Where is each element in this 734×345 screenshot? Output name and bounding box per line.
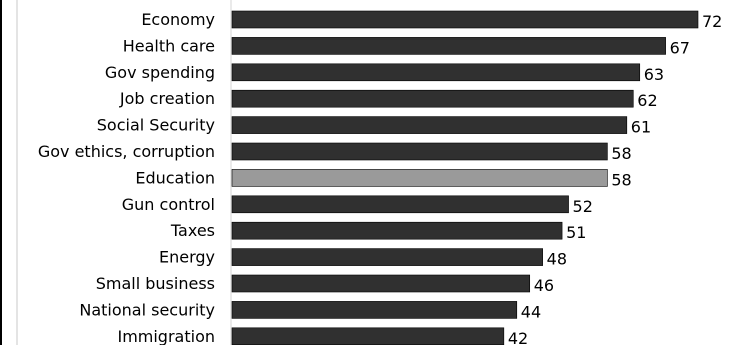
value-label-immigration: 42	[508, 329, 528, 345]
bar-small-business	[231, 274, 531, 293]
value-label-gov-ethics-corruption: 58	[611, 144, 631, 163]
bar-national-security	[231, 301, 518, 319]
value-label-social-security: 61	[631, 118, 651, 137]
category-label-taxes: Taxes	[170, 221, 215, 240]
bar-gov-ethics-corruption	[231, 142, 608, 161]
category-label-gov-spending: Gov spending	[105, 63, 215, 82]
bar-social-security	[231, 116, 628, 134]
bar-education	[231, 169, 608, 187]
category-label-gov-ethics-corruption: Gov ethics, corruption	[38, 142, 215, 161]
value-label-energy: 48	[547, 250, 567, 269]
bar-gov-spending	[231, 63, 641, 82]
bars-layer: Economy 72 Health care 67 Gov spending 63 Job …	[38, 10, 722, 345]
value-label-national-security: 44	[521, 302, 541, 321]
value-label-small-business: 46	[534, 276, 554, 295]
category-label-health-care: Health care	[123, 36, 215, 55]
bar-immigration	[231, 327, 505, 345]
value-label-job-creation: 62	[637, 91, 657, 110]
value-label-economy: 72	[702, 12, 722, 31]
value-label-taxes: 51	[566, 223, 586, 242]
value-label-health-care: 67	[670, 38, 690, 57]
value-label-education: 58	[611, 170, 631, 189]
category-label-social-security: Social Security	[97, 116, 215, 135]
value-label-gov-spending: 63	[644, 65, 664, 84]
bar-economy	[231, 10, 699, 29]
value-label-gun-control: 52	[573, 197, 593, 216]
bar-energy	[231, 248, 543, 266]
category-label-immigration: Immigration	[117, 327, 215, 345]
category-label-small-business: Small business	[96, 274, 215, 293]
bar-gun-control	[231, 195, 569, 214]
bar-job-creation	[231, 89, 634, 108]
category-label-energy: Energy	[159, 248, 215, 267]
category-label-education: Education	[135, 168, 215, 187]
category-label-job-creation: Job creation	[119, 89, 215, 108]
category-label-economy: Economy	[141, 10, 215, 29]
category-label-gun-control: Gun control	[122, 195, 215, 214]
bar-taxes	[231, 221, 563, 240]
category-label-national-security: National security	[79, 300, 215, 319]
bar-health-care	[231, 37, 666, 55]
